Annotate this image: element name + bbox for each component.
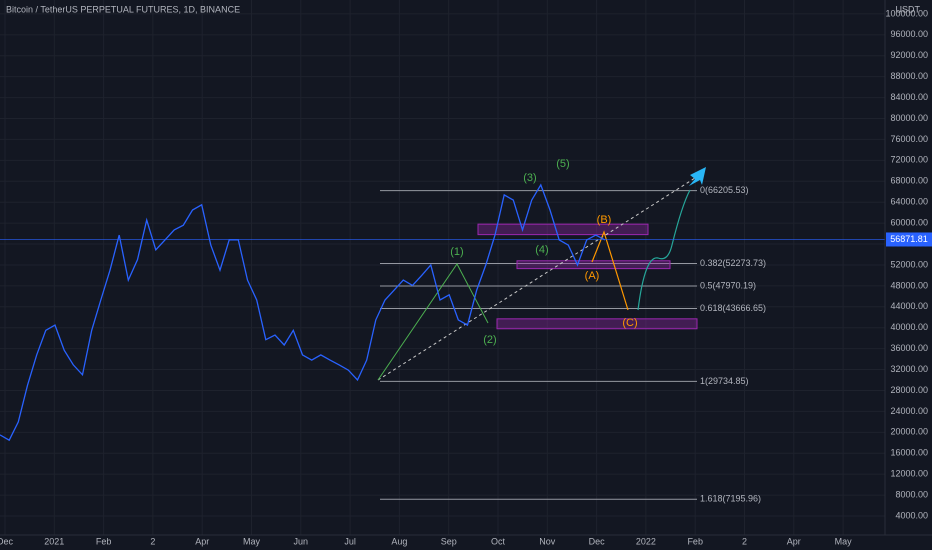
y-tick-label: 16000.00 xyxy=(890,448,928,458)
x-tick-label: May xyxy=(835,536,853,546)
fib-levels: 0(66205.53) 0.382(52273.73) 0.5(47970.19) 0… xyxy=(380,185,766,504)
y-tick-label: 52000.00 xyxy=(890,259,928,269)
wave-line xyxy=(377,263,489,381)
y-tick-label: 64000.00 xyxy=(890,197,928,207)
x-tick-label: Jul xyxy=(344,536,356,546)
x-tick-label: Dec xyxy=(0,536,13,546)
y-tick-label: 100000.00 xyxy=(885,8,928,18)
trend-line xyxy=(377,177,696,381)
currency: USDT xyxy=(896,4,921,14)
x-tick-label: 2 xyxy=(742,536,747,546)
y-tick-label: 84000.00 xyxy=(890,92,928,102)
y-tick-label: 96000.00 xyxy=(890,29,928,39)
x-tick-label: Jun xyxy=(294,536,309,546)
wave-label: (1) xyxy=(450,246,463,258)
y-tick-label: 12000.00 xyxy=(890,469,928,479)
x-tick-label: Sep xyxy=(441,536,457,546)
fib-label: 0.618(43666.65) xyxy=(700,303,766,313)
fib-label: 0.5(47970.19) xyxy=(700,280,756,290)
zone xyxy=(496,318,698,330)
last-price-tag xyxy=(886,232,932,247)
last-price-label: 56871.81 xyxy=(890,234,928,244)
price-axis xyxy=(885,0,932,550)
x-tick-label: Feb xyxy=(687,536,703,546)
wave-label: (A) xyxy=(585,270,600,282)
zone xyxy=(516,260,671,270)
chart-title: Bitcoin / TetherUS PERPETUAL FUTURES, 1D… xyxy=(6,4,240,14)
wave-label: (4) xyxy=(535,244,548,256)
x-tick-label: Nov xyxy=(539,536,556,546)
y-tick-label: 92000.00 xyxy=(890,50,928,60)
x-tick-label: Aug xyxy=(391,536,407,546)
zone xyxy=(477,223,649,236)
y-tick-label: 68000.00 xyxy=(890,176,928,186)
y-tick-label: 4000.00 xyxy=(895,510,928,520)
abc-line xyxy=(591,230,629,311)
wave-label: (B) xyxy=(597,214,612,226)
x-tick-label: Apr xyxy=(195,536,209,546)
x-tick-label: 2022 xyxy=(636,536,656,546)
x-tick-label: Apr xyxy=(787,536,801,546)
y-tick-label: 48000.00 xyxy=(890,280,928,290)
projection-line xyxy=(637,189,691,311)
y-tick-label: 20000.00 xyxy=(890,427,928,437)
y-tick-label: 72000.00 xyxy=(890,155,928,165)
fib-label: 0.382(52273.73) xyxy=(700,258,766,268)
plot: (1) (2) (3) (4) (5) (A) (B) (C) xyxy=(0,158,885,442)
x-tick-label: May xyxy=(243,536,261,546)
x-tick-label: 2021 xyxy=(44,536,64,546)
x-tick-label: Feb xyxy=(96,536,112,546)
grid xyxy=(0,0,885,535)
price-line xyxy=(0,183,606,442)
y-tick-label: 28000.00 xyxy=(890,385,928,395)
x-tick-label: Dec xyxy=(589,536,606,546)
axes: 4000.008000.0012000.0016000.0020000.0024… xyxy=(0,8,932,546)
y-tick-label: 24000.00 xyxy=(890,406,928,416)
fib-label: 1.618(7195.96) xyxy=(700,494,761,504)
y-tick-label: 44000.00 xyxy=(890,301,928,311)
y-tick-label: 32000.00 xyxy=(890,364,928,374)
y-tick-label: 60000.00 xyxy=(890,217,928,227)
zones xyxy=(477,223,698,330)
wave-label: (2) xyxy=(483,334,496,346)
fib-label: 0(66205.53) xyxy=(700,185,749,195)
x-tick-label: Oct xyxy=(491,536,506,546)
y-tick-label: 88000.00 xyxy=(890,71,928,81)
fib-label: 1(29734.85) xyxy=(700,376,749,386)
y-tick-label: 76000.00 xyxy=(890,134,928,144)
y-tick-label: 36000.00 xyxy=(890,343,928,353)
y-tick-label: 8000.00 xyxy=(895,489,928,499)
x-tick-label: 2 xyxy=(150,536,155,546)
y-tick-label: 80000.00 xyxy=(890,113,928,123)
wave-label: (C) xyxy=(622,317,637,329)
wave-label: (3) xyxy=(523,172,536,184)
arrow xyxy=(689,167,706,186)
wave-label: (5) xyxy=(556,158,569,170)
y-tick-label: 40000.00 xyxy=(890,322,928,332)
